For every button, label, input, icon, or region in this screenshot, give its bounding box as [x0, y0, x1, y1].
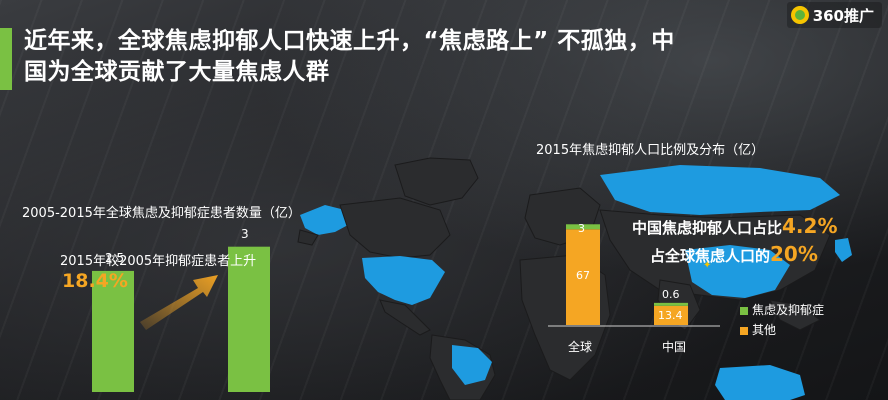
- logo-text: 360推广: [812, 6, 874, 25]
- page-title: 近年来，全球焦虑抑郁人口快速上升，“焦虑路上” 不孤独，中 国为全球贡献了大量焦…: [24, 26, 814, 88]
- logo-icon: [790, 6, 809, 24]
- map-russia: [600, 165, 840, 215]
- map-north-america-dark: [339, 197, 451, 259]
- china-share-text: 中国焦虑抑郁人口占比: [632, 219, 783, 237]
- map-usa: [362, 256, 445, 305]
- page-title-line1: 近年来，全球焦虑抑郁人口快速上升，“焦虑路上” 不孤独，中: [24, 28, 675, 54]
- legend-label-other: 其他: [752, 323, 777, 337]
- compare-percent: 18.4%: [62, 270, 128, 292]
- left-chart-title: 2005-2015年全球焦虑及抑郁症患者数量（亿）: [22, 206, 301, 221]
- legend-label-anxiety: 焦虑及抑郁症: [752, 303, 825, 317]
- china-marker-icon: ✦: [703, 260, 711, 271]
- bar-global-anxiety: [566, 224, 600, 230]
- bar-2015: [228, 246, 270, 392]
- china-share-value: 4.2%: [782, 214, 838, 238]
- bar-global-other: [566, 229, 600, 325]
- bar-2015-label: 3: [241, 226, 249, 241]
- bar-2005-label: 2.5: [105, 250, 125, 265]
- legend-item-other: 其他: [740, 320, 824, 340]
- map-greenland: [394, 157, 479, 206]
- x-label-global: 全球: [568, 340, 593, 354]
- growth-arrow-icon: [140, 275, 218, 330]
- china-anxiety-label: 0.6: [662, 287, 680, 301]
- bar-china-other: [654, 305, 688, 325]
- map-brazil: [452, 345, 492, 385]
- title-accent-bar: [0, 28, 12, 90]
- global-anxiety-label: 3: [578, 222, 585, 236]
- map-australia: [715, 365, 805, 400]
- legend-item-anxiety: 焦虑及抑郁症: [740, 300, 824, 320]
- map-mexico: [379, 299, 431, 336]
- china-share-callout: 中国焦虑抑郁人口占比4.2%: [632, 214, 837, 238]
- compare-text: 2015年较2005年抑郁症患者上升: [60, 254, 257, 269]
- page-title-line2: 国为全球贡献了大量焦虑人群: [24, 59, 330, 85]
- china-other-label: 13.4: [658, 308, 683, 322]
- legend-swatch-anxiety: [740, 306, 748, 315]
- bar-2005: [92, 270, 134, 392]
- map-canada: [300, 205, 348, 235]
- legend: 焦虑及抑郁症 其他: [740, 300, 824, 340]
- legend-swatch-other: [740, 326, 748, 335]
- map-alaska: [297, 229, 319, 246]
- bar-china-anxiety: [654, 302, 688, 306]
- right-chart-title: 2015年焦虑抑郁人口比例及分布（亿）: [536, 143, 765, 158]
- china-anxiety-value: 20%: [770, 242, 818, 266]
- map-japan: [835, 238, 852, 262]
- map-se-asia: [769, 299, 821, 331]
- china-anxiety-callout: 占全球焦虑人口的20%: [650, 242, 818, 266]
- logo: 360推广: [786, 2, 882, 28]
- x-label-china: 中国: [662, 340, 687, 354]
- global-other-label: 67: [576, 269, 590, 283]
- map-china: [685, 245, 790, 298]
- china-anxiety-text: 占全球焦虑人口的: [650, 247, 771, 265]
